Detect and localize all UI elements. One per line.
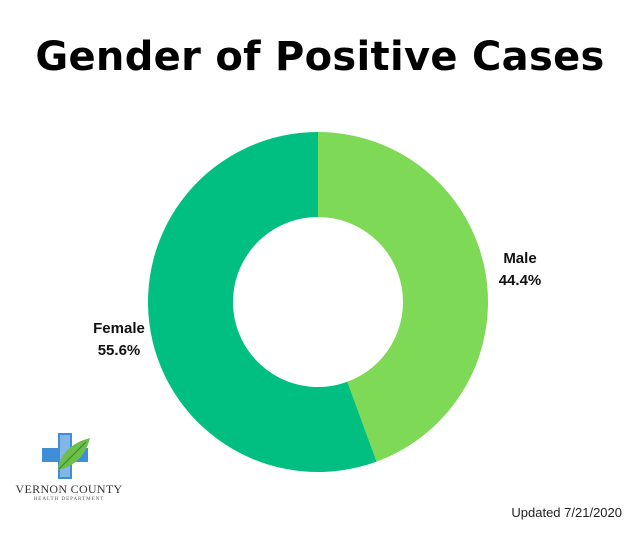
chart-title: Gender of Positive Cases xyxy=(35,34,605,80)
slice-label-male: Male 44.4% xyxy=(490,248,550,292)
health-department-logo: VERNON COUNTY HEALTH DEPARTMENT xyxy=(14,430,124,510)
cross-leaf-icon xyxy=(42,433,90,479)
donut-slice-female xyxy=(147,132,377,472)
logo-name: VERNON COUNTY xyxy=(15,482,123,496)
slice-label-male-value: 44.4% xyxy=(498,272,542,289)
logo-subtitle: HEALTH DEPARTMENT xyxy=(33,497,105,502)
donut-slice-male xyxy=(318,132,488,462)
slice-label-female: Female 55.6% xyxy=(86,318,152,362)
updated-date: Updated 7/21/2020 xyxy=(511,505,622,520)
slice-label-male-name: Male xyxy=(503,250,537,267)
slice-label-female-value: 55.6% xyxy=(97,342,141,359)
slice-label-female-name: Female xyxy=(93,320,145,337)
